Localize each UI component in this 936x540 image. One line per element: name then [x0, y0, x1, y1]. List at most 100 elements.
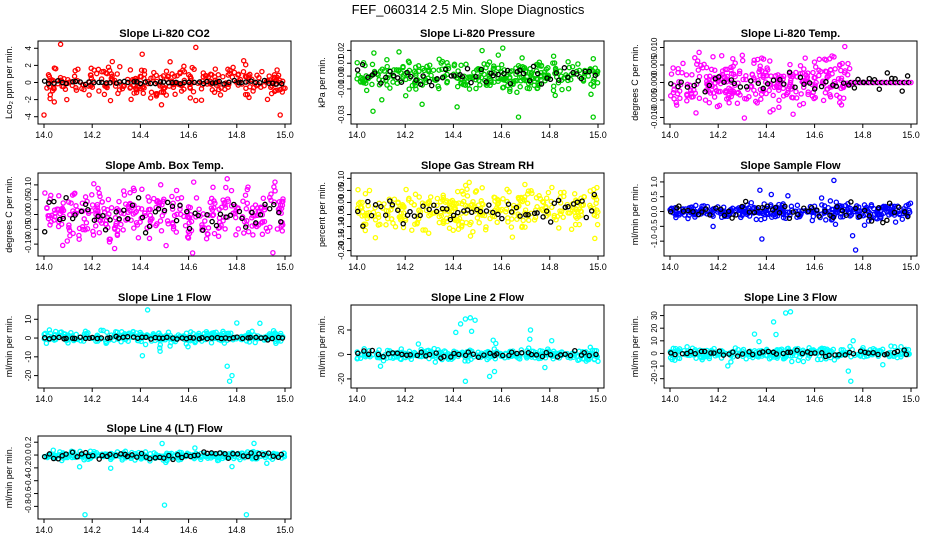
data-point	[594, 68, 601, 75]
data-point	[117, 63, 123, 70]
data-point	[228, 187, 235, 194]
data-point	[458, 62, 464, 69]
data-point	[467, 233, 474, 239]
data-point	[83, 220, 90, 226]
x-tick-label: 14.6	[180, 130, 198, 140]
data-point	[692, 55, 698, 61]
data-point	[552, 92, 558, 99]
overlay-point	[760, 85, 766, 92]
data-point	[364, 215, 370, 222]
data-point	[531, 217, 538, 223]
data-point	[594, 207, 600, 213]
overlay-point	[861, 207, 868, 214]
data-point	[125, 338, 131, 344]
data-point	[50, 447, 57, 453]
data-point	[794, 74, 800, 80]
data-point	[668, 71, 675, 77]
overlay-point	[223, 214, 229, 220]
overlay-point	[695, 78, 701, 84]
overlay-point	[843, 212, 849, 218]
data-point	[431, 76, 438, 83]
y-tick-label: 0.05	[337, 182, 346, 198]
data-point	[767, 81, 774, 87]
data-point	[438, 60, 444, 66]
data-point	[170, 223, 177, 230]
data-point	[466, 179, 472, 186]
overlay-point	[494, 351, 500, 357]
overlay-point	[398, 79, 405, 85]
data-point	[411, 202, 418, 208]
overlay-point	[866, 213, 873, 219]
overlay-point	[107, 451, 113, 458]
data-point	[810, 213, 817, 220]
overlay-point	[562, 204, 569, 211]
data-point	[59, 205, 66, 212]
overlay-point	[830, 214, 836, 221]
data-point	[846, 65, 853, 72]
overlay-point	[124, 453, 131, 460]
overlay-point	[129, 452, 135, 458]
data-point	[207, 71, 214, 78]
data-point	[48, 218, 54, 225]
data-point	[394, 80, 401, 86]
overlay-point	[464, 65, 471, 72]
data-point	[161, 196, 167, 202]
overlay-point	[365, 351, 372, 358]
data-point	[169, 206, 176, 212]
data-point	[82, 511, 88, 518]
data-point	[69, 192, 76, 198]
data-point	[594, 221, 601, 228]
overlay-point	[91, 217, 98, 223]
data-point	[241, 230, 247, 236]
overlay-point	[746, 349, 752, 355]
data-point	[478, 74, 485, 81]
data-point	[220, 197, 226, 203]
overlay-point	[702, 89, 708, 95]
overlay-point	[905, 213, 911, 220]
x-tick-label: 14.2	[83, 525, 101, 535]
data-point	[558, 73, 565, 79]
data-point	[576, 67, 583, 74]
data-point	[224, 196, 231, 202]
data-point	[472, 189, 479, 195]
data-point	[55, 223, 62, 230]
data-point	[757, 187, 763, 193]
overlay-point	[125, 79, 131, 86]
data-point	[827, 91, 833, 98]
x-tick-label: 15.0	[902, 262, 920, 272]
data-point	[456, 215, 463, 222]
data-point	[521, 194, 528, 200]
x-tick-label: 14.0	[348, 262, 366, 272]
overlay-point	[378, 203, 384, 210]
data-point	[131, 187, 138, 194]
x-tick-label: 14.6	[493, 130, 511, 140]
data-point	[525, 188, 532, 194]
overlay-point	[814, 207, 820, 213]
data-point	[203, 73, 209, 79]
data-point	[222, 86, 228, 93]
data-point	[796, 102, 803, 108]
x-tick-label: 14.2	[83, 262, 101, 272]
data-point	[462, 316, 469, 322]
overlay-point	[716, 348, 723, 354]
overlay-point	[213, 222, 220, 229]
data-point	[98, 76, 105, 82]
data-point	[813, 79, 819, 86]
data-point	[259, 212, 266, 218]
data-point	[369, 81, 375, 88]
data-point	[89, 192, 95, 198]
data-point	[802, 55, 808, 61]
data-point	[500, 84, 506, 91]
data-point	[82, 194, 89, 200]
overlay-point	[55, 456, 62, 462]
overlay-point	[70, 79, 76, 85]
overlay-point	[856, 213, 863, 220]
data-point	[188, 218, 195, 225]
y-axis-label: Lco₂ ppm per min.	[4, 46, 14, 119]
overlay-point	[63, 80, 69, 87]
data-point	[507, 88, 513, 95]
data-point	[836, 99, 843, 106]
data-point	[556, 225, 562, 231]
data-point	[73, 87, 80, 93]
